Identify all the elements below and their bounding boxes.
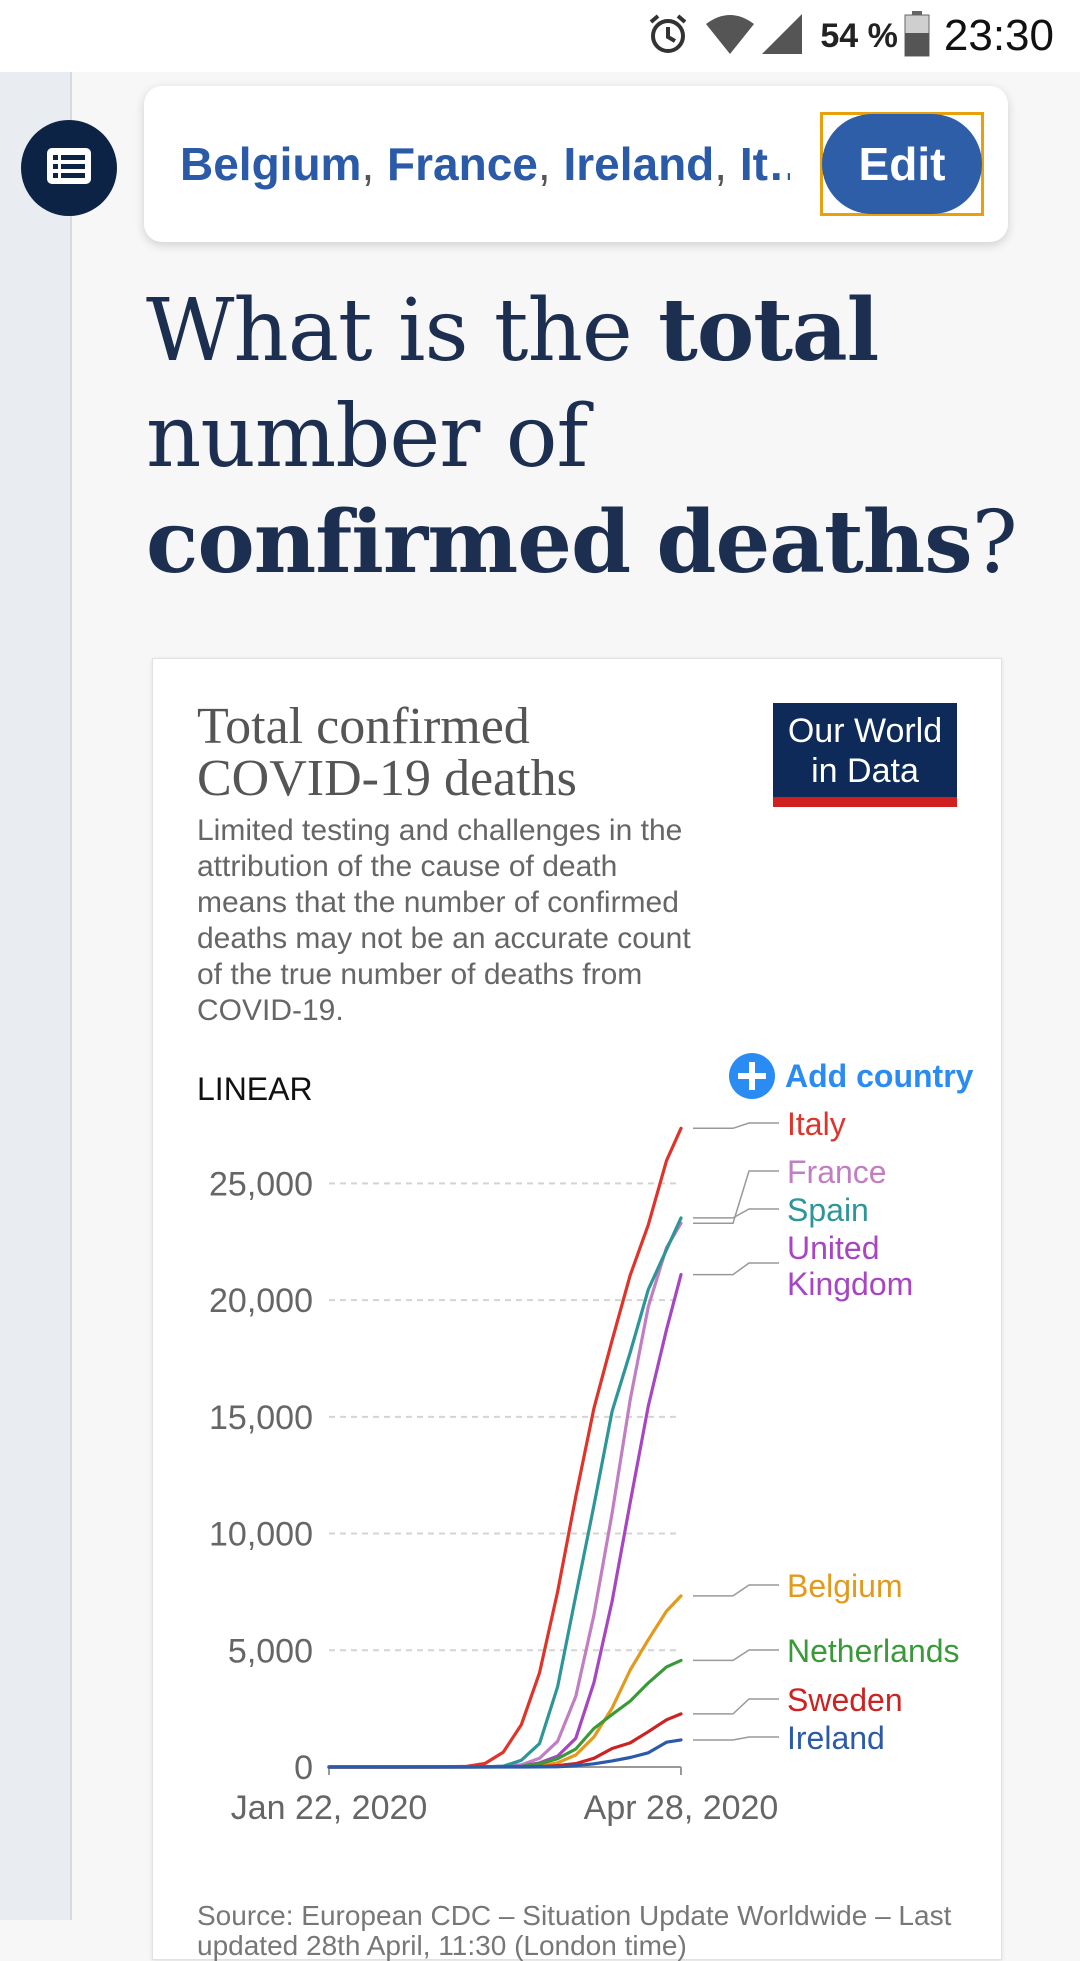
selected-country: France: [387, 138, 538, 190]
logo-line: in Data: [811, 752, 919, 790]
series-line: [327, 1272, 683, 1769]
selected-countries[interactable]: Belgium, France, Ireland, It…: [180, 86, 790, 242]
heading-text: ?: [971, 493, 1018, 593]
country-selector-card: Belgium, France, Ireland, It… Edit: [144, 86, 1008, 242]
heading-emphasis: deaths: [656, 492, 972, 593]
edit-button[interactable]: Edit: [822, 114, 982, 214]
country-separator: ,: [714, 138, 728, 190]
clock-time: 23:30: [943, 11, 1054, 60]
edit-focus-outline: [820, 112, 984, 216]
series-label: France: [787, 1154, 887, 1190]
series-leader-line: [693, 1170, 779, 1224]
series-leader-line: [693, 1649, 779, 1662]
series-leader-line: [693, 1584, 779, 1597]
heading-emphasis: confirmed: [146, 492, 631, 593]
alarm-icon: [646, 12, 690, 61]
y-tick-label: 0: [294, 1749, 313, 1787]
chart-source: Source: European CDC – Situation Update …: [197, 1900, 952, 1961]
battery-percent: 54 %: [820, 16, 898, 55]
series-label: United: [787, 1230, 880, 1266]
scale-toggle[interactable]: LINEAR: [197, 1071, 313, 1107]
series-label: Spain: [787, 1192, 869, 1228]
y-tick-label: 10,000: [209, 1516, 313, 1554]
series-leader-line: [693, 1122, 779, 1130]
chart-subtitle: Limited testing and challenges in the at…: [197, 814, 691, 1027]
series-label: Netherlands: [787, 1633, 960, 1669]
series-label: Sweden: [787, 1682, 903, 1718]
series-label: Belgium: [787, 1568, 903, 1604]
battery-icon: [904, 10, 930, 62]
heading-text: What is the: [146, 281, 659, 381]
series-leader-line: [693, 1698, 779, 1715]
heading-text: [630, 493, 656, 593]
wifi-icon: [704, 12, 756, 61]
chart-card: Total confirmed COVID-19 deaths Limited …: [152, 658, 1002, 1961]
selected-country: Belgium: [180, 138, 362, 190]
country-separator: ,: [361, 138, 375, 190]
series-leader-line: [693, 1208, 779, 1219]
series-label: Italy: [787, 1106, 846, 1142]
signal-icon: [760, 12, 804, 61]
status-bar: 54 % 23:30: [0, 0, 1080, 72]
chart-title: Total confirmed COVID-19 deaths: [197, 698, 577, 807]
series-line: [327, 1594, 683, 1769]
series-line: [327, 1221, 683, 1769]
selected-country: It…: [739, 138, 790, 190]
y-tick-label: 15,000: [209, 1399, 313, 1437]
add-country-button[interactable]: Add country: [729, 1051, 973, 1101]
x-tick-label: Apr 28, 2020: [584, 1789, 779, 1827]
owid-logo[interactable]: Our World in Data: [773, 703, 957, 807]
list-icon: [47, 147, 91, 189]
y-tick-label: 5,000: [228, 1632, 313, 1670]
country-separator: ,: [537, 138, 551, 190]
heading-text: number of: [146, 387, 588, 487]
page-question-heading: What is the total number of confirmed de…: [146, 278, 1026, 596]
series-line: [327, 1738, 683, 1769]
plus-circle-icon: [729, 1053, 775, 1099]
table-of-contents-button[interactable]: [21, 120, 117, 216]
y-tick-label: 25,000: [209, 1165, 313, 1203]
series-leader-line: [693, 1736, 779, 1741]
series-leader-line: [693, 1262, 779, 1276]
line-chart[interactable]: 0 5,000 10,000 15,000 20,000 25,000 Jan 22, 20…: [153, 659, 1001, 1879]
y-tick-label: 20,000: [209, 1282, 313, 1320]
series-label: Ireland: [787, 1720, 885, 1756]
left-rail: [0, 72, 72, 1920]
x-tick-label: Jan 22, 2020: [231, 1789, 428, 1827]
logo-line: Our World: [787, 712, 943, 750]
series-label: Kingdom: [787, 1266, 913, 1302]
heading-emphasis: total: [658, 280, 879, 381]
add-country-label: Add country: [785, 1057, 974, 1094]
selected-country: Ireland: [563, 138, 715, 190]
